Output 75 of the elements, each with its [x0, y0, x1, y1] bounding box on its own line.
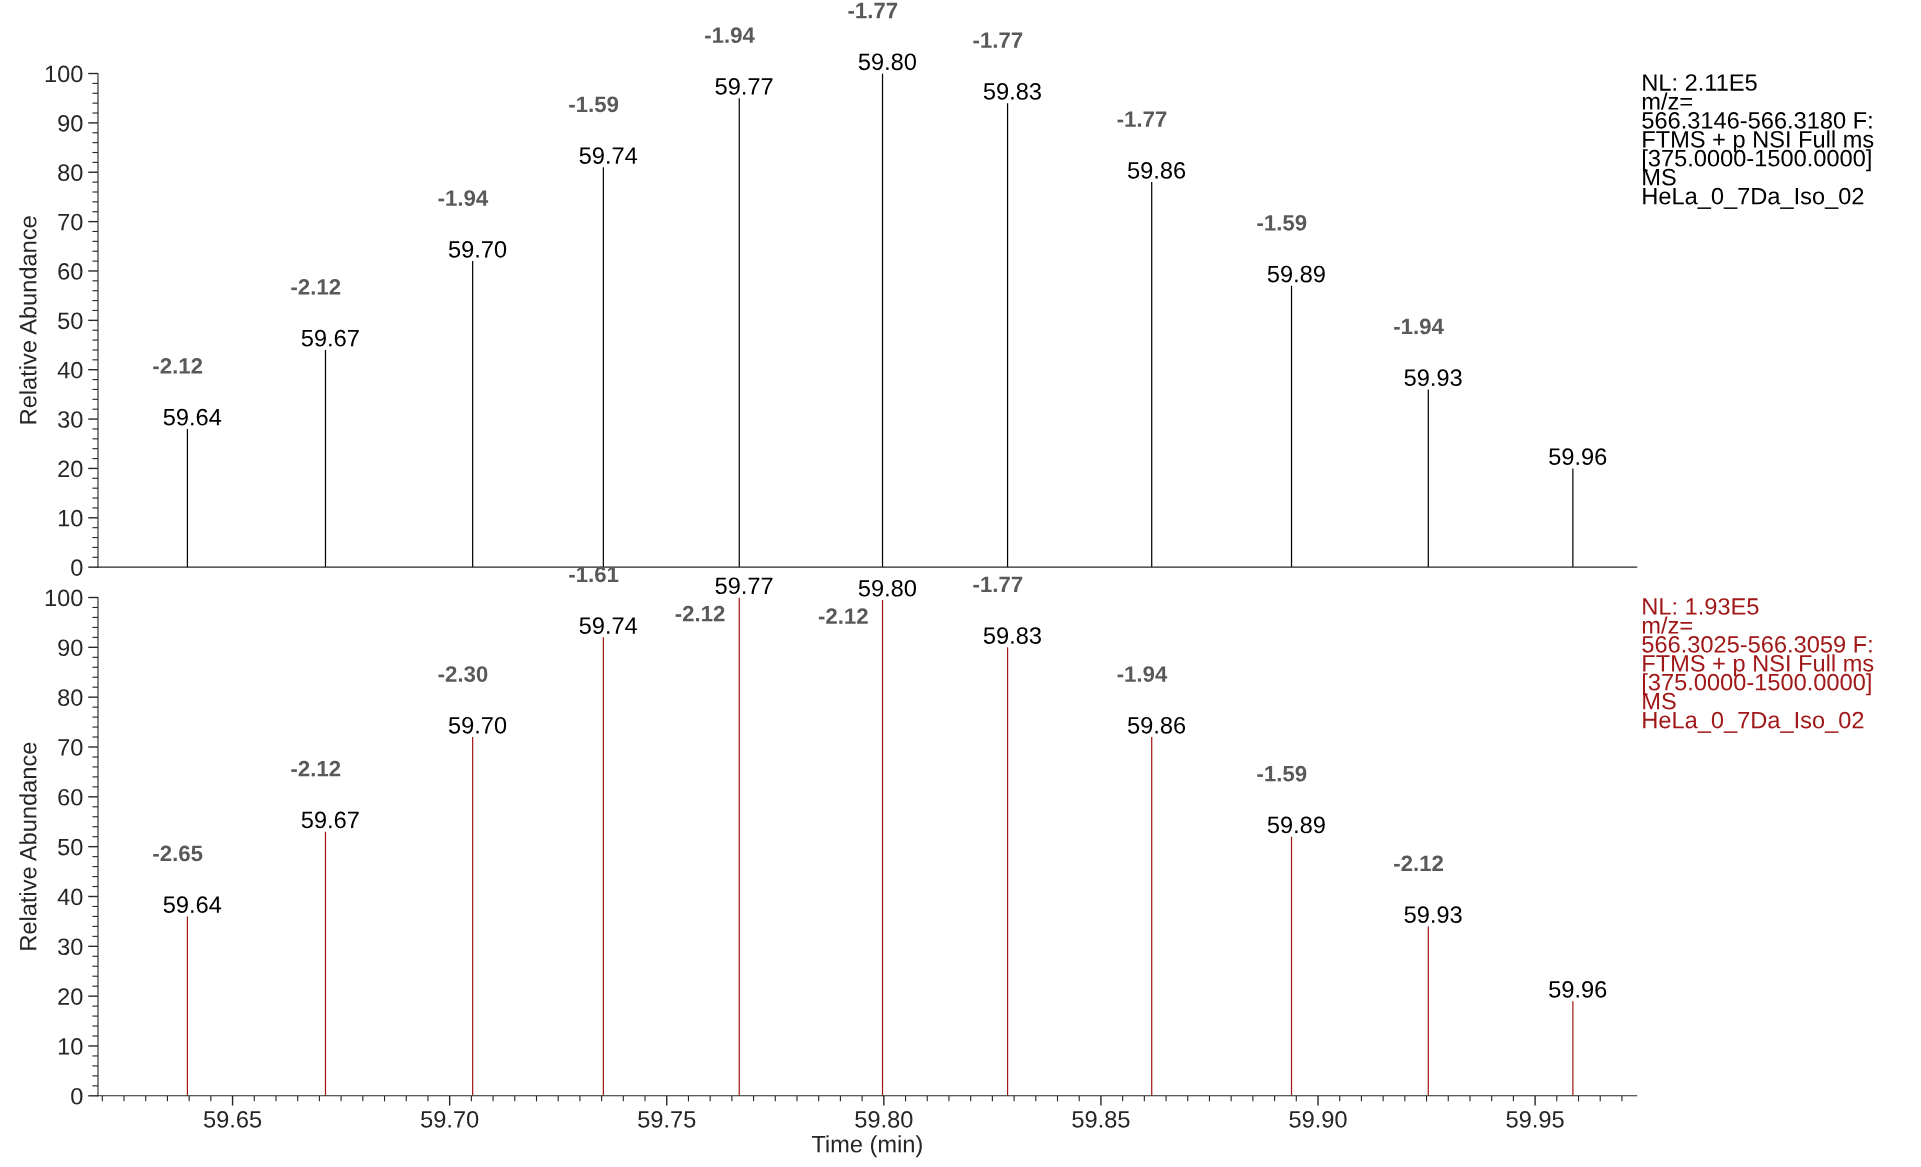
annotation: 59.77 [715, 577, 773, 595]
y-tick-label: 10 [58, 509, 83, 527]
annotation: -2.30 [438, 666, 488, 682]
x-tick-label: 59.65 [203, 1111, 262, 1128]
y-tick-label: 0 [71, 559, 83, 576]
annotation: 59.74 [579, 617, 638, 634]
x-tick-label: 59.70 [421, 1111, 479, 1128]
x-tick-label: 59.75 [638, 1111, 696, 1128]
y-tick-label: 30 [58, 938, 83, 956]
annotation: 59.77 [715, 78, 773, 95]
y-tick-label: 30 [58, 411, 83, 428]
y-tick-label: 100 [45, 65, 83, 83]
y-tick-label: 40 [57, 361, 83, 379]
annotation: -2.12 [1394, 855, 1443, 872]
y-tick-label: 90 [58, 639, 83, 657]
annotation: -1.77 [1117, 111, 1167, 127]
annotation: 59.64 [163, 408, 222, 426]
annotation: 59.86 [1127, 716, 1186, 734]
annotation: -1.77 [973, 32, 1023, 48]
annotation: -2.12 [291, 279, 341, 295]
annotation: 59.67 [301, 811, 359, 829]
annotation: -1.94 [438, 190, 489, 206]
annotation: 59.83 [983, 83, 1041, 100]
y-tick-label: 20 [58, 988, 83, 1005]
annotation: -1.94 [705, 27, 755, 44]
annotation: 59.89 [1267, 265, 1325, 283]
y-axis-title: Relative Abundance [19, 216, 37, 424]
annotation: 59.70 [448, 241, 507, 258]
y-tick-label: 20 [58, 460, 83, 478]
annotation: -2.12 [818, 608, 868, 624]
annotation: 59.70 [448, 716, 507, 734]
annotation: 59.83 [983, 627, 1041, 644]
text: NL: 1.93E5 m/z= 566.3025-566.3059 F: FTMS + p NSI Full ms [375.0000-1500.0000] MS HeLa_0_7Da_Iso_02 [1642, 598, 1874, 733]
annotation: 59.67 [301, 329, 359, 347]
y-tick-label: 70 [58, 739, 83, 756]
y-axis-title: Relative Abundance [19, 742, 37, 950]
annotation: 59.80 [858, 579, 917, 597]
annotation: 59.93 [1404, 906, 1462, 923]
y-tick-label: 70 [58, 213, 83, 231]
x-tick-label: 59.95 [1506, 1111, 1564, 1128]
annotation: -1.94 [1117, 666, 1168, 682]
y-tick-label: 0 [71, 1087, 83, 1105]
annotation: -2.65 [153, 845, 203, 862]
x-tick-label: 59.80 [855, 1111, 913, 1128]
x-tick-label: 59.85 [1072, 1111, 1130, 1128]
annotation: 59.89 [1267, 816, 1325, 834]
annotation: -1.77 [848, 2, 898, 19]
annotation: -1.94 [1394, 318, 1444, 335]
annotation: 59.80 [858, 53, 917, 71]
y-tick-label: 100 [45, 589, 83, 607]
y-tick-label: 10 [58, 1038, 83, 1055]
annotation: -1.59 [1257, 214, 1307, 231]
x-axis-title: Time (min) [811, 1135, 922, 1158]
annotation: 59.74 [579, 147, 638, 164]
annotation: 59.93 [1404, 369, 1462, 387]
y-tick-label: 80 [58, 164, 83, 182]
x-tick-label: 59.90 [1289, 1111, 1347, 1128]
annotation: 59.96 [1549, 448, 1607, 466]
y-tick-label: 60 [58, 788, 83, 806]
annotation: 59.64 [163, 896, 222, 914]
annotation: -2.12 [675, 605, 725, 622]
y-tick-label: 40 [57, 888, 83, 906]
y-tick-label: 60 [58, 263, 83, 280]
annotation: 59.86 [1127, 162, 1186, 179]
y-tick-label: 50 [58, 312, 83, 330]
annotation: -1.59 [1257, 765, 1307, 782]
annotation: -1.59 [569, 96, 619, 113]
annotation: -1.77 [973, 576, 1023, 592]
annotation: 59.96 [1549, 981, 1607, 998]
y-tick-label: 50 [58, 838, 83, 856]
y-tick-label: 90 [58, 114, 83, 132]
text: NL: 2.11E5 m/z= 566.3146-566.3180 F: FTMS + p NSI Full ms [375.0000-1500.0000] MS HeLa_0_7Da_Iso_02 [1642, 74, 1874, 209]
annotation: -2.12 [291, 760, 341, 777]
annotation: -2.12 [153, 358, 203, 374]
y-tick-label: 80 [58, 689, 83, 706]
